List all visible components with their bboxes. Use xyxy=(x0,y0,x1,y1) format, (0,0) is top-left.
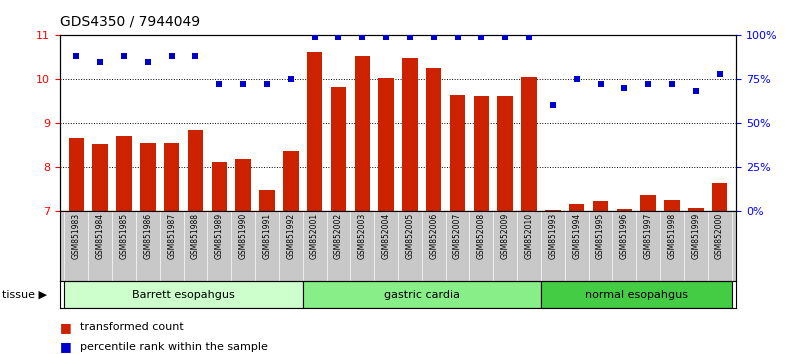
Point xyxy=(189,53,202,59)
Point xyxy=(547,103,560,108)
Text: transformed count: transformed count xyxy=(80,322,183,332)
Point xyxy=(308,34,321,40)
Point xyxy=(618,85,630,91)
Bar xyxy=(116,136,132,211)
Point xyxy=(118,53,131,59)
Text: GSM851985: GSM851985 xyxy=(119,213,128,259)
Point xyxy=(665,82,678,87)
Point xyxy=(284,76,297,82)
Text: GSM851991: GSM851991 xyxy=(263,213,271,259)
Point xyxy=(427,34,440,40)
Text: GSM851986: GSM851986 xyxy=(143,213,152,259)
Point xyxy=(451,34,464,40)
Bar xyxy=(664,200,680,211)
Text: GSM851987: GSM851987 xyxy=(167,213,176,259)
Point xyxy=(332,34,345,40)
Point xyxy=(260,82,273,87)
Point xyxy=(213,82,226,87)
Bar xyxy=(68,138,84,211)
Point xyxy=(166,53,178,59)
Point xyxy=(404,34,416,40)
Point xyxy=(356,34,369,40)
Text: GSM852000: GSM852000 xyxy=(715,213,724,259)
Text: ■: ■ xyxy=(60,341,72,353)
Text: normal esopahgus: normal esopahgus xyxy=(585,290,688,300)
Bar xyxy=(378,78,394,211)
Point xyxy=(70,53,83,59)
Text: GSM852009: GSM852009 xyxy=(501,213,509,259)
Bar xyxy=(474,96,489,211)
Text: GSM852002: GSM852002 xyxy=(334,213,343,259)
Bar xyxy=(140,143,155,211)
Text: GSM852008: GSM852008 xyxy=(477,213,486,259)
Text: GSM851995: GSM851995 xyxy=(596,213,605,259)
Bar xyxy=(712,183,728,211)
Text: GSM851990: GSM851990 xyxy=(239,213,248,259)
Text: GSM852001: GSM852001 xyxy=(310,213,319,259)
Bar xyxy=(641,195,656,211)
Text: Barrett esopahgus: Barrett esopahgus xyxy=(132,290,235,300)
Bar xyxy=(164,143,179,211)
Point xyxy=(570,76,583,82)
Bar xyxy=(307,52,322,211)
Text: GSM852003: GSM852003 xyxy=(357,213,367,259)
Text: tissue ▶: tissue ▶ xyxy=(2,290,47,300)
Text: GSM852004: GSM852004 xyxy=(381,213,391,259)
Text: GSM851988: GSM851988 xyxy=(191,213,200,259)
Text: GSM851996: GSM851996 xyxy=(620,213,629,259)
Bar xyxy=(236,159,251,211)
Bar xyxy=(498,96,513,211)
Text: GSM851997: GSM851997 xyxy=(644,213,653,259)
Bar xyxy=(64,281,302,308)
Text: GSM851993: GSM851993 xyxy=(548,213,557,259)
Point xyxy=(475,34,488,40)
Text: GDS4350 / 7944049: GDS4350 / 7944049 xyxy=(60,14,200,28)
Text: GSM851984: GSM851984 xyxy=(96,213,105,259)
Text: GSM851983: GSM851983 xyxy=(72,213,81,259)
Text: GSM851992: GSM851992 xyxy=(287,213,295,259)
Bar xyxy=(541,281,732,308)
Point xyxy=(94,59,107,64)
Point xyxy=(142,59,154,64)
Bar xyxy=(92,144,108,211)
Text: GSM852010: GSM852010 xyxy=(525,213,533,259)
Point xyxy=(642,82,654,87)
Text: GSM852006: GSM852006 xyxy=(429,213,439,259)
Text: GSM852007: GSM852007 xyxy=(453,213,462,259)
Text: GSM851999: GSM851999 xyxy=(691,213,700,259)
Text: GSM852005: GSM852005 xyxy=(405,213,415,259)
Bar xyxy=(617,209,632,211)
Point xyxy=(523,34,536,40)
Bar xyxy=(545,210,560,211)
Bar xyxy=(188,130,203,211)
Bar xyxy=(330,87,346,211)
Text: ■: ■ xyxy=(60,321,72,334)
Text: gastric cardia: gastric cardia xyxy=(384,290,460,300)
Bar xyxy=(302,281,541,308)
Bar xyxy=(354,56,370,211)
Point xyxy=(380,34,392,40)
Point xyxy=(499,34,512,40)
Point xyxy=(689,88,702,94)
Bar xyxy=(569,204,584,211)
Bar xyxy=(521,77,537,211)
Bar xyxy=(450,95,466,211)
Point xyxy=(713,71,726,77)
Point xyxy=(236,82,249,87)
Text: GSM851989: GSM851989 xyxy=(215,213,224,259)
Bar xyxy=(259,190,275,211)
Text: GSM851998: GSM851998 xyxy=(668,213,677,259)
Bar xyxy=(283,152,298,211)
Bar xyxy=(593,201,608,211)
Point xyxy=(594,82,607,87)
Bar xyxy=(402,58,418,211)
Bar xyxy=(426,68,442,211)
Bar xyxy=(212,162,227,211)
Text: percentile rank within the sample: percentile rank within the sample xyxy=(80,342,267,352)
Text: GSM851994: GSM851994 xyxy=(572,213,581,259)
Bar xyxy=(688,209,704,211)
